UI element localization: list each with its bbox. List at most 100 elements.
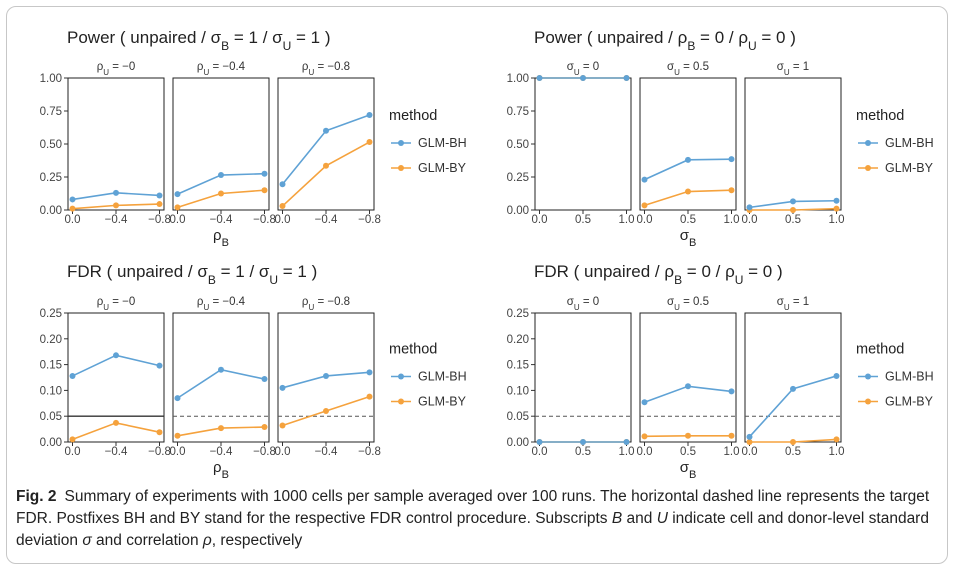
- data-point-glm-by: [366, 139, 373, 146]
- y-tick-label: 0.00: [40, 437, 62, 449]
- text-part: = 0 / ρ: [682, 262, 735, 281]
- data-point-glm-by: [174, 432, 181, 439]
- data-point-glm-by: [323, 408, 329, 415]
- data-point-glm-bh: [623, 439, 630, 445]
- text-part: = 1 ): [278, 262, 317, 281]
- data-point-glm-by: [261, 424, 268, 431]
- legend-key-point: [865, 165, 871, 171]
- subscript: B: [222, 469, 229, 480]
- x-tick-label: 0.0: [742, 214, 758, 226]
- text-part: = 1 ): [291, 28, 330, 47]
- facet-panel: σU = 1 0.0 0.5 1.0: [742, 61, 845, 226]
- subscript: U: [308, 303, 314, 312]
- caption-part: and correlation: [91, 532, 203, 549]
- facet-panel: σU = 0 0.0 0.5 1.0: [532, 296, 635, 458]
- data-point-glm-bh: [261, 376, 268, 383]
- x-tick-label: 0.0: [532, 214, 548, 226]
- subscript: U: [203, 68, 209, 77]
- figure-caption: Fig. 2 Summary of experiments with 1000 c…: [16, 486, 940, 552]
- x-tick-label: 0.5: [575, 214, 591, 226]
- data-point-glm-bh: [623, 75, 630, 81]
- text-part: σ: [777, 61, 784, 73]
- data-point-glm-by: [790, 207, 796, 213]
- caption-part: , respectively: [211, 532, 303, 549]
- subscript: B: [687, 39, 695, 53]
- subscript: U: [269, 273, 278, 287]
- data-point-glm-bh: [833, 197, 840, 204]
- x-tick-label: −0.8: [148, 214, 171, 226]
- y-tick-label: 1.00: [507, 73, 529, 85]
- x-tick-label: −0.4: [315, 214, 338, 226]
- legend-title: method: [856, 342, 904, 358]
- facet-panel: ρU = −0.8 0.0 −0.4 −0.8: [275, 296, 381, 458]
- subscript: B: [222, 237, 229, 249]
- facet-strip-label: ρU = −0.4: [197, 296, 246, 312]
- data-point-glm-bh: [580, 439, 586, 445]
- text-part: ρ: [97, 296, 104, 308]
- data-point-glm-bh: [728, 388, 735, 395]
- text-part: σ: [680, 227, 690, 244]
- data-point-glm-bh: [323, 127, 329, 134]
- facet-border: [639, 312, 737, 443]
- legend-title: method: [389, 108, 437, 124]
- facet-panel: ρU = −0.8 0.0 −0.4 −0.8: [275, 61, 381, 226]
- data-point-glm-bh: [685, 156, 691, 163]
- x-tick-label: −0.8: [358, 446, 381, 458]
- legend-entry-label: GLM-BY: [418, 161, 467, 175]
- facet-panel: ρU = −0.4 0.0 −0.4 −0.8: [170, 296, 276, 458]
- subscript: U: [308, 68, 314, 77]
- x-tick-label: 1.0: [829, 446, 845, 458]
- figure-frame: [6, 6, 948, 564]
- facet-border: [744, 77, 842, 211]
- facet-strip-label: ρU = −0: [97, 61, 136, 77]
- legend-key-point: [865, 373, 871, 380]
- data-point-glm-by: [685, 432, 691, 439]
- data-point-glm-by: [279, 203, 286, 210]
- subscript: B: [689, 469, 696, 480]
- x-axis-label: ρB: [213, 459, 229, 480]
- text-part: ρ: [302, 296, 309, 308]
- y-tick-label: 0.15: [40, 360, 62, 372]
- x-tick-label: 0.0: [637, 446, 653, 458]
- data-point-glm-by: [156, 201, 163, 208]
- data-point-glm-bh: [156, 362, 163, 369]
- legend-entry-label: GLM-BH: [418, 136, 467, 150]
- data-point-glm-by: [174, 204, 181, 211]
- data-point-glm-by: [261, 187, 268, 194]
- text-part: ρ: [213, 459, 222, 476]
- x-tick-label: −0.4: [105, 446, 128, 458]
- data-point-glm-bh: [641, 399, 648, 406]
- data-point-glm-bh: [685, 383, 691, 390]
- data-point-glm-by: [366, 393, 373, 400]
- facet-strip-label: σU = 0.5: [667, 296, 709, 312]
- data-point-glm-by: [218, 425, 224, 432]
- facet-strip-label: σU = 0.5: [667, 61, 709, 77]
- text-part: Power ( unpaired / σ: [67, 28, 222, 47]
- data-point-glm-by: [113, 202, 119, 209]
- subscript: U: [784, 303, 790, 312]
- legend-title: method: [856, 108, 904, 124]
- subscript: U: [283, 39, 292, 53]
- x-tick-label: 0.0: [65, 446, 81, 458]
- facet-strip-label: σU = 1: [777, 296, 809, 312]
- x-tick-label: −0.4: [315, 446, 338, 458]
- caption-part: σ: [82, 532, 92, 549]
- data-point-glm-bh: [790, 198, 796, 205]
- y-tick-label: 0.50: [507, 139, 529, 151]
- text-part: ρ: [197, 296, 204, 308]
- data-point-glm-bh: [641, 176, 648, 183]
- data-point-glm-by: [641, 433, 648, 440]
- data-point-glm-bh: [156, 192, 163, 199]
- caption-part: Summary of experiments with 1000 cells p…: [16, 488, 930, 527]
- chart-title: FDR ( unpaired / ρB = 0 / ρU = 0 ): [534, 262, 783, 287]
- x-axis-label: σB: [680, 459, 697, 480]
- legend-key-point: [398, 165, 404, 171]
- facet-border: [744, 312, 842, 443]
- data-point-glm-by: [279, 422, 286, 429]
- legend-entry-label: GLM-BH: [885, 136, 934, 150]
- x-tick-label: 1.0: [724, 446, 740, 458]
- data-point-glm-bh: [113, 189, 119, 196]
- data-point-glm-bh: [113, 352, 119, 359]
- text-part: ρ: [302, 61, 309, 73]
- text-part: = −0: [109, 296, 135, 308]
